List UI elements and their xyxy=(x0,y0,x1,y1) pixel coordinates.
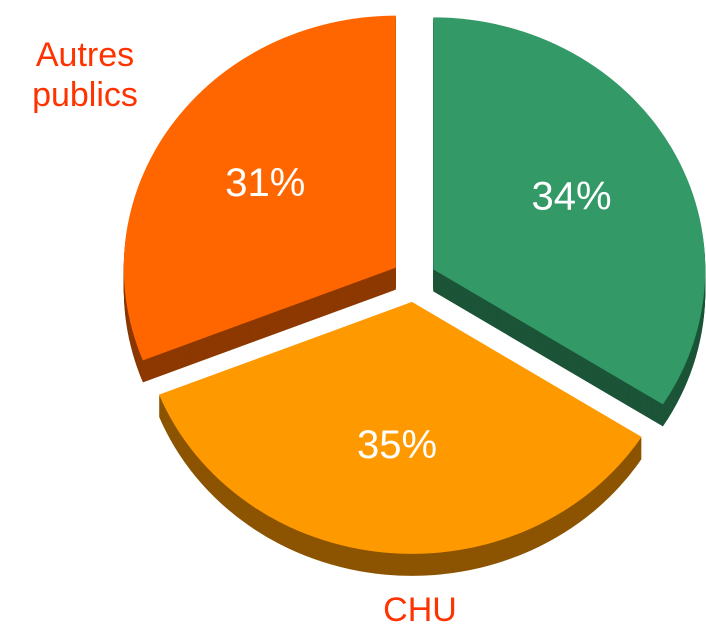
slice xyxy=(123,15,396,361)
slice xyxy=(433,17,706,405)
value-label: 34% xyxy=(531,175,611,219)
value-label: 31% xyxy=(225,161,305,205)
value-label: 35% xyxy=(357,423,437,467)
category-label: CHU xyxy=(383,591,457,629)
slice xyxy=(159,301,642,554)
category-label: Autres publics xyxy=(32,36,138,114)
